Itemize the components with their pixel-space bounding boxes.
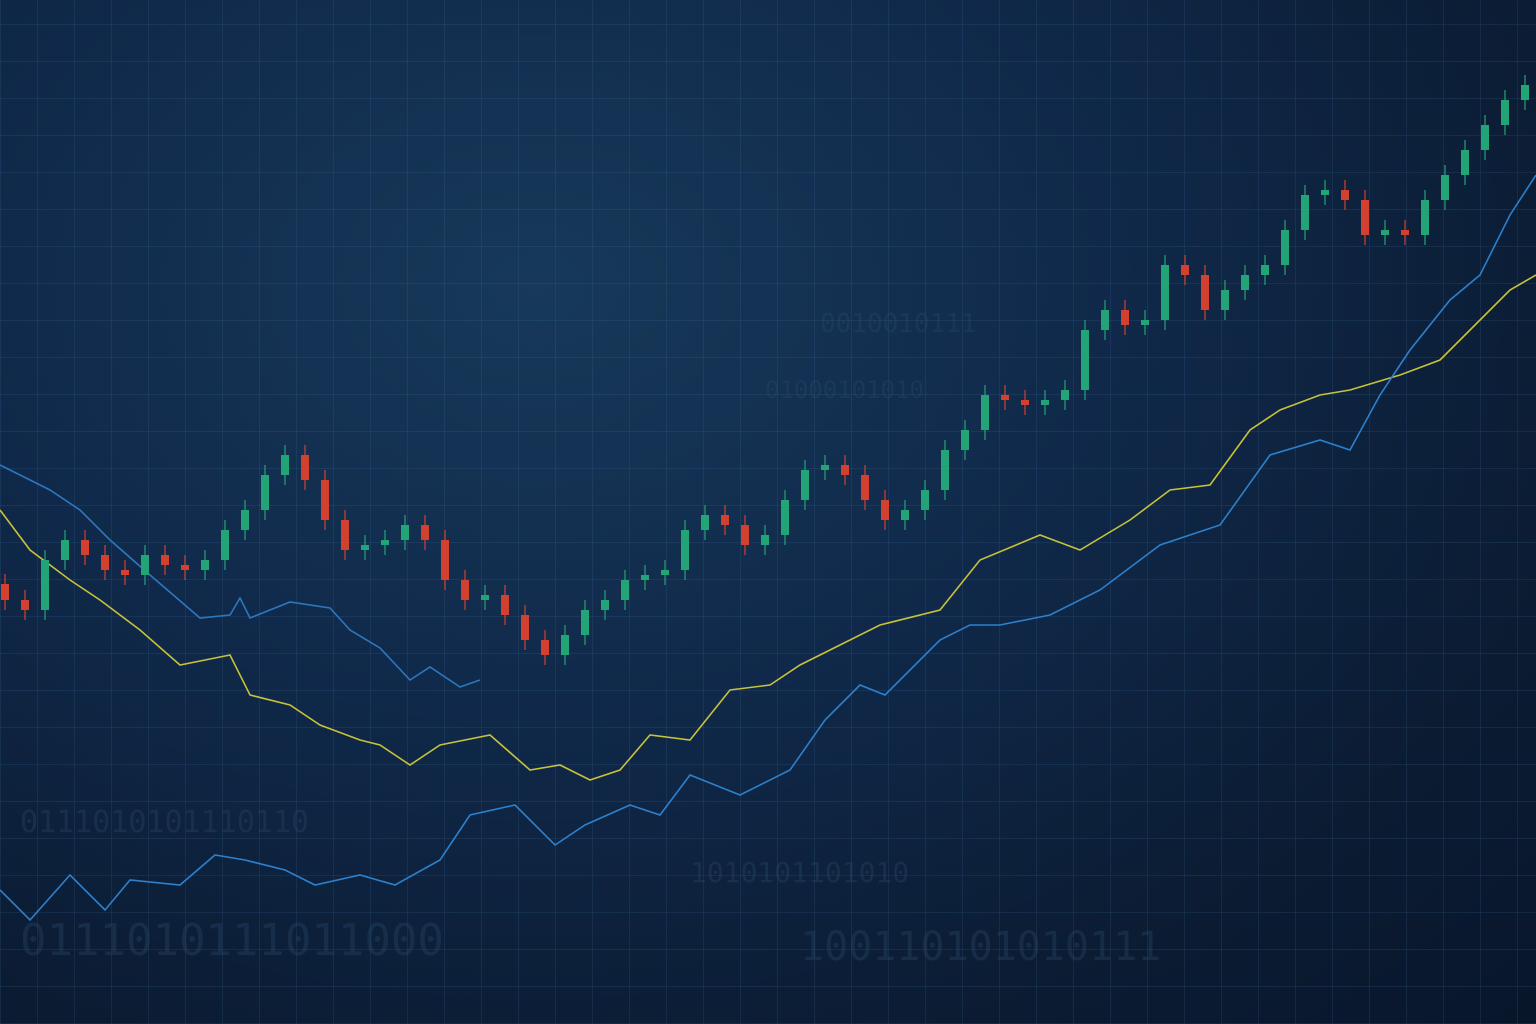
candle-body [601,600,609,610]
candle-body [621,580,629,600]
candle-body [181,565,189,570]
candle-body [281,455,289,475]
background-binary: 0111010111011000 [20,915,444,966]
candle-body [421,525,429,540]
candle-body [701,515,709,530]
candle-body [1381,230,1389,235]
candle-body [321,480,329,520]
candle-body [921,490,929,510]
candle-body [1081,330,1089,390]
candle-body [101,555,109,570]
indicator-line [0,464,481,688]
candle-body [1,584,9,600]
candle-body [1281,230,1289,265]
candle-body [441,540,449,580]
background-binary: 0010010111 [820,309,977,339]
candle-body [1141,320,1149,325]
candle-body [741,525,749,545]
candle-body [981,395,989,430]
candle-body [781,500,789,535]
candle-body [961,430,969,450]
candle-body [361,545,369,550]
candle-body [881,500,889,520]
candle-body [1041,400,1049,405]
candle-body [1361,200,1369,235]
candle-body [1101,310,1109,330]
candle-body [61,540,69,560]
candle-body [1301,195,1309,230]
candle-body [401,525,409,540]
background-binary: 100110101010111 [800,924,1161,970]
candle-body [841,465,849,475]
indicator-line [0,174,1536,922]
candle-body [261,475,269,510]
candle-body [201,560,209,570]
candle-body [1201,275,1209,310]
candle-body [761,535,769,545]
candle-body [1241,275,1249,290]
candle-body [821,465,829,470]
candle-body [161,555,169,565]
candle-body [461,580,469,600]
candle-body [721,515,729,525]
candle-body [381,540,389,545]
candle-body [81,540,89,555]
candle-body [1501,100,1509,125]
candle-body [41,560,49,610]
candle-body [341,520,349,550]
candle-body [1421,200,1429,235]
candle-body [121,570,129,575]
candle-body [1001,395,1009,400]
candle-body [541,640,549,655]
candle-body [21,600,29,610]
candle-body [1321,190,1329,195]
indicator-line [0,274,1536,781]
candle-body [1461,150,1469,175]
background-binary: 0111010101110110 [20,805,309,840]
candle-body [1121,310,1129,325]
candle-body [501,595,509,615]
candle-body [901,510,909,520]
candle-body [221,530,229,560]
candle-body [1221,290,1229,310]
candle-body [681,530,689,570]
candle-body [1061,390,1069,400]
candle-body [301,455,309,480]
background-binary: 1010101101010 [690,856,909,889]
candle-body [861,475,869,500]
candle-body [1441,175,1449,200]
candle-body [1341,190,1349,200]
candle-body [1181,265,1189,275]
candle-body [641,575,649,580]
candle-body [661,570,669,575]
candle-body [581,610,589,635]
candle-body [1521,85,1529,100]
candle-body [481,595,489,600]
candle-body [1161,265,1169,320]
background-binary: 01000101010 [765,376,924,404]
candle-body [1481,125,1489,150]
candle-body [241,510,249,530]
candle-body [1021,400,1029,405]
candle-body [521,615,529,640]
candle-body [561,635,569,655]
candle-body [801,470,809,500]
candle-body [141,555,149,575]
candle-body [1261,265,1269,275]
candle-body [941,450,949,490]
candle-body [1401,230,1409,235]
